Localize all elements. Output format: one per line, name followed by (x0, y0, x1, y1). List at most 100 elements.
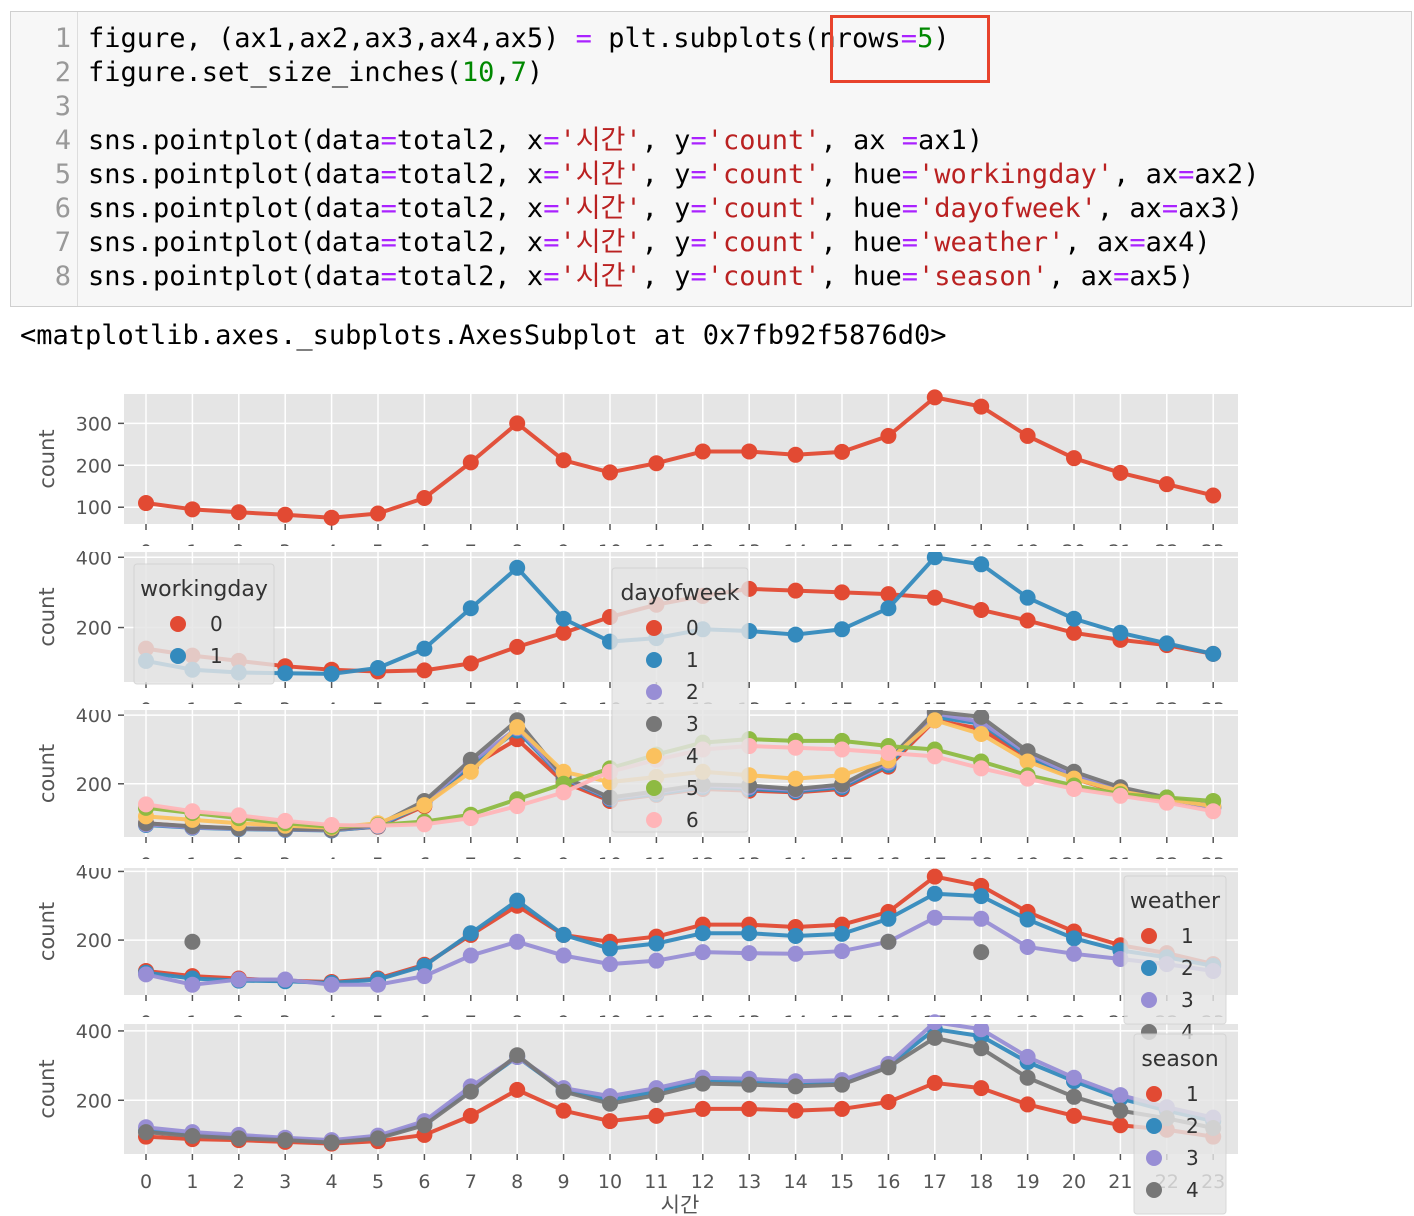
legend-label: 5 (686, 776, 699, 800)
x-tick-label: 6 (418, 1171, 430, 1193)
x-tick-label: 12 (691, 1171, 715, 1193)
code-token: = (380, 159, 397, 190)
x-tick-label: 19 (1016, 1171, 1040, 1193)
legend-label: 4 (686, 744, 699, 768)
code-token: 'workingday' (918, 159, 1114, 190)
data-point (648, 1087, 665, 1104)
data-point (834, 621, 850, 638)
data-point (184, 933, 201, 950)
data-point (834, 925, 850, 942)
data-point (323, 816, 340, 833)
code-token: = (380, 261, 397, 292)
code-token: plt.subplots(nrows (591, 23, 901, 54)
code-token: = (543, 227, 560, 258)
data-point (973, 1021, 990, 1038)
code-editor[interactable]: figure, (ax1,ax2,ax3,ax4,ax5) = plt.subp… (88, 22, 1259, 294)
code-token: = (690, 125, 707, 156)
code-token: , hue (820, 159, 902, 190)
legend-title: workingday (140, 577, 268, 602)
line-number: 6 (54, 193, 71, 224)
legend-marker (1146, 1182, 1162, 1198)
code-token: ax5) (1129, 261, 1195, 292)
data-point (416, 1117, 433, 1134)
code-token: total2, x (396, 261, 544, 292)
line-number: 8 (54, 261, 71, 292)
legend-label: 0 (210, 612, 223, 636)
data-point (1066, 1069, 1082, 1086)
data-point (370, 1130, 386, 1147)
code-token: = (1161, 193, 1179, 224)
data-point (973, 601, 990, 618)
data-point (1019, 911, 1036, 928)
data-point (973, 556, 990, 573)
legend-label: 6 (686, 808, 699, 832)
panel-gap (84, 859, 1278, 868)
code-token: , (494, 57, 511, 88)
y-tick-label: 400 (76, 705, 112, 727)
cell-output-text: <matplotlib.axes._subplots.AxesSubplot a… (20, 320, 947, 351)
data-point (277, 1132, 294, 1149)
legend-label: 1 (210, 644, 223, 668)
data-point (1112, 624, 1129, 641)
data-point (462, 763, 479, 780)
data-point (1112, 787, 1129, 804)
figure-output: 100200300count01234567891011121314151617… (35, 389, 1278, 1216)
data-point (509, 933, 526, 950)
data-point (602, 956, 618, 973)
data-point (1019, 1048, 1036, 1065)
data-point (1066, 1107, 1082, 1124)
code-token: 7 (510, 57, 527, 88)
code-token: = (380, 227, 397, 258)
data-point (648, 455, 665, 472)
line-number: 1 (54, 23, 71, 54)
y-tick-label: 400 (76, 547, 112, 569)
code-token: = (543, 193, 560, 224)
data-point (694, 925, 711, 942)
data-point (834, 584, 850, 601)
data-point (416, 490, 433, 506)
data-point (926, 389, 943, 406)
code-token: = (1129, 227, 1146, 258)
legend-marker (1146, 1086, 1162, 1102)
legend-marker (1141, 928, 1157, 944)
data-point (973, 888, 990, 905)
y-axis-label: count (35, 902, 59, 961)
x-tick-label: 17 (923, 1171, 947, 1193)
data-point (1066, 945, 1082, 962)
data-point (277, 665, 294, 682)
data-point (834, 1100, 850, 1117)
data-point (138, 1124, 154, 1141)
data-point (973, 760, 990, 777)
data-point (1019, 770, 1036, 787)
y-tick-label: 200 (76, 930, 112, 952)
legend-marker (646, 780, 662, 796)
code-token: 10 (461, 57, 495, 88)
data-point (1205, 803, 1222, 820)
data-point (787, 626, 804, 643)
y-axis-label: count (35, 429, 59, 488)
legend-marker (646, 716, 662, 732)
data-point (184, 976, 201, 993)
data-point (555, 763, 572, 780)
data-point (370, 976, 386, 993)
data-point (370, 505, 386, 522)
data-point (973, 398, 990, 415)
data-point (741, 945, 758, 962)
code-token: = (900, 23, 918, 54)
data-point (462, 454, 479, 471)
code-token: = (543, 125, 560, 156)
data-point (602, 1095, 618, 1112)
code-token: , hue (820, 193, 902, 224)
data-point (973, 944, 990, 961)
code-token: , y (641, 227, 691, 258)
data-point (230, 1130, 247, 1147)
data-point (416, 968, 433, 985)
data-point (648, 1107, 665, 1124)
data-point (1066, 780, 1082, 797)
code-token: = (690, 159, 707, 190)
data-point (926, 589, 943, 606)
code-token: total2, x (396, 159, 544, 190)
data-point (1205, 645, 1222, 662)
code-token: 'count' (706, 125, 821, 156)
